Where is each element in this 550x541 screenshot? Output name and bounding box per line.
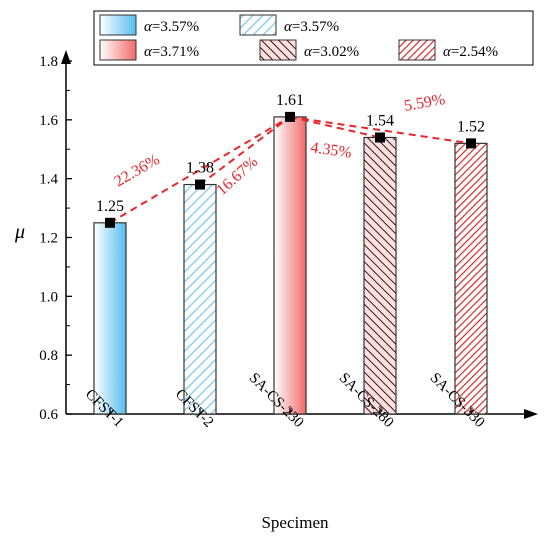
- legend-label: α=3.57%: [284, 19, 339, 35]
- marker-group: [105, 111, 476, 228]
- legend-swatch: [398, 39, 436, 61]
- data-marker: [195, 179, 205, 190]
- value-label-group: 1.25 1.38 1.61 1.54 1.52: [96, 92, 485, 215]
- y-axis-arrow-icon: [61, 50, 71, 64]
- y-tick-group: 0.6 0.8 1.0 1.2 1.4 1.6 1.8: [39, 54, 72, 423]
- bar: [273, 116, 307, 415]
- x-axis-title: Specimen: [261, 513, 329, 532]
- legend-label-value: =3.57%: [152, 19, 199, 35]
- legend-label: α=3.57%: [144, 19, 199, 35]
- bar: [363, 136, 397, 415]
- data-marker: [466, 138, 476, 149]
- bar-group: [93, 116, 488, 415]
- data-label: 1.61: [276, 92, 304, 109]
- data-label: 1.38: [186, 160, 214, 177]
- data-label: 1.54: [366, 112, 394, 129]
- y-axis-title: μ: [14, 221, 25, 243]
- legend-label-symbol: α: [144, 19, 153, 35]
- data-label: 1.25: [96, 198, 124, 215]
- data-marker: [285, 111, 295, 122]
- data-marker: [375, 132, 385, 143]
- legend-swatch: [99, 39, 137, 61]
- legend-label-value: =3.71%: [152, 44, 199, 60]
- legend-label-value: =2.54%: [451, 44, 498, 60]
- annotation-label: 22.36%: [112, 151, 163, 190]
- y-tick-label: 1.8: [39, 54, 58, 70]
- annotation-label: 4.35%: [309, 139, 352, 162]
- legend-swatch: [239, 14, 277, 36]
- legend: α=3.57% α=3.57%α=3.71% α=3.02% α=2.54%: [93, 10, 534, 66]
- legend-label-symbol: α: [304, 44, 313, 60]
- y-tick-label: 1.4: [39, 172, 58, 188]
- y-tick-label: 0.8: [39, 348, 58, 364]
- y-tick-label: 1.0: [39, 289, 58, 305]
- legend-label-symbol: α: [443, 44, 452, 60]
- y-tick-label: 1.2: [39, 231, 58, 247]
- trend-lines: [109, 115, 472, 224]
- trend-line: [289, 115, 472, 145]
- legend-label-value: =3.57%: [292, 19, 339, 35]
- y-tick-label: 0.6: [39, 407, 58, 423]
- legend-swatch: [99, 14, 137, 36]
- annotation-label: 16.67%: [213, 153, 261, 199]
- bar: [93, 222, 127, 415]
- data-marker: [105, 217, 115, 228]
- legend-label: α=2.54%: [443, 44, 498, 60]
- legend-label: α=3.02%: [304, 44, 359, 60]
- legend-label-value: =3.02%: [312, 44, 359, 60]
- bar: [183, 183, 217, 415]
- data-label: 1.52: [457, 118, 485, 135]
- annotation-label: 5.59%: [403, 91, 447, 115]
- legend-label: α=3.71%: [144, 44, 199, 60]
- trend-line: [199, 116, 291, 186]
- legend-frame: [93, 10, 534, 66]
- legend-label-symbol: α: [284, 19, 293, 35]
- trend-line: [289, 115, 381, 139]
- x-axis-arrow-icon: [524, 409, 538, 419]
- y-tick-label: 1.6: [39, 113, 58, 129]
- legend-label-symbol: α: [144, 44, 153, 60]
- legend-swatch: [259, 39, 297, 61]
- bar: [454, 142, 488, 415]
- trend-line: [109, 116, 291, 224]
